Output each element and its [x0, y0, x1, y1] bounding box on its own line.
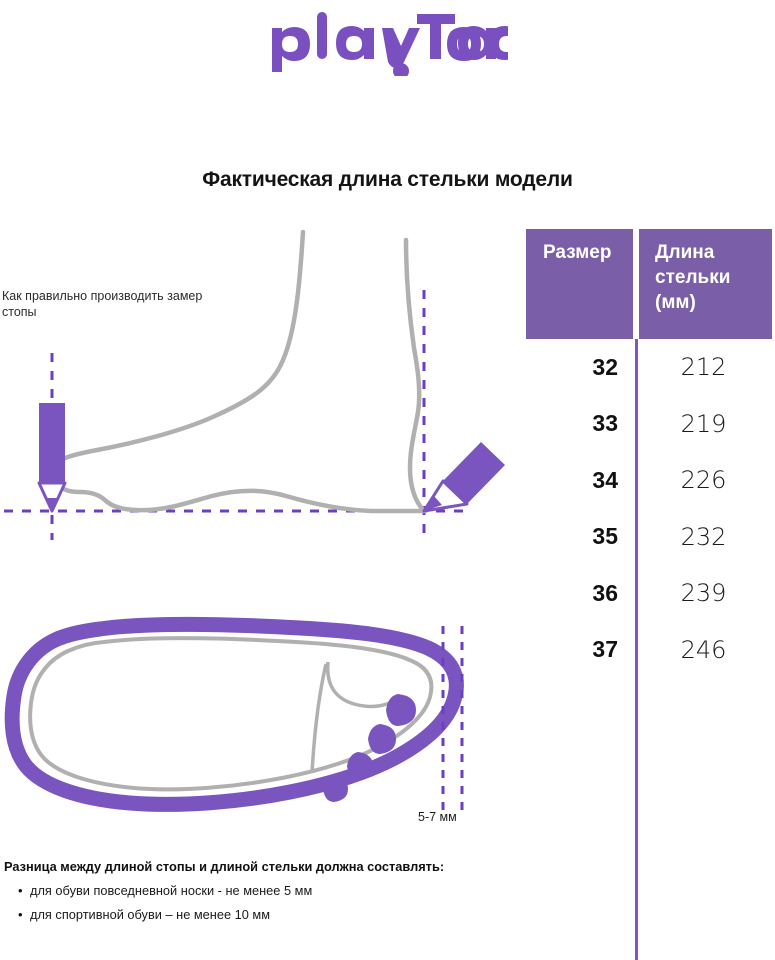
bullet-icon: •	[18, 907, 23, 922]
bullet-icon: •	[18, 883, 23, 898]
cell-length: 226	[680, 466, 727, 495]
table-row: 37 246	[526, 622, 772, 679]
list-item: • для обуви повседневной носки - не мене…	[4, 882, 514, 899]
cell-length: 232	[680, 522, 727, 551]
pencil-left-icon	[37, 403, 67, 513]
cell-length: 219	[680, 409, 727, 438]
table-row: 32 212	[526, 339, 772, 396]
foot-top-outline	[57, 229, 306, 464]
gap-dimension-label: 5-7 мм	[418, 810, 457, 824]
table-row: 34 226	[526, 452, 772, 509]
cell-size: 34	[592, 466, 618, 493]
table-header-row: Размер Длина стельки (мм)	[526, 229, 772, 339]
measure-instruction-note: Как правильно производить замер стопы	[2, 289, 203, 319]
list-item-label: для спортивной обуви – не менее 10 мм	[30, 907, 271, 922]
table-header-gap	[633, 229, 639, 339]
table-column-divider	[635, 339, 638, 960]
foot-side-view-diagram	[4, 229, 505, 540]
table-row: 35 232	[526, 509, 772, 566]
toe-bumps	[323, 694, 416, 802]
insole-outline	[4, 616, 464, 812]
footer-heading: Разница между длиной стопы и длиной стел…	[4, 859, 445, 874]
table-header-size: Размер	[526, 229, 633, 339]
table-row: 36 239	[526, 565, 772, 622]
cell-length: 239	[680, 579, 727, 608]
cell-length: 246	[680, 635, 727, 664]
measurement-guide-lines	[4, 290, 470, 540]
page-title: Фактическая длина стельки модели	[202, 168, 573, 191]
cell-size: 36	[592, 579, 618, 606]
table-row: 33 219	[526, 396, 772, 453]
cell-size: 37	[592, 636, 618, 663]
table-header-length: Длина стельки (мм)	[639, 229, 772, 339]
brand-logo	[0, 10, 775, 81]
foot-heel-outline	[403, 237, 427, 514]
cell-size: 32	[592, 353, 618, 380]
cell-size: 35	[592, 523, 618, 550]
playtoday-logo-icon	[271, 12, 508, 76]
size-chart-table: Размер Длина стельки (мм) 32 212 33 219 …	[526, 229, 772, 664]
foot-sole-inner-outline	[28, 636, 434, 792]
list-item-label: для обуви повседневной носки - не менее …	[30, 883, 313, 898]
pencil-right-icon	[422, 442, 505, 513]
foot-sole-outline	[53, 458, 427, 514]
table-body: 32 212 33 219 34 226 35 232 36 239 37 24…	[526, 339, 772, 678]
cell-size: 33	[592, 410, 618, 437]
footer-notes: Разница между длиной стопы и длиной стел…	[4, 858, 514, 923]
list-item: • для спортивной обуви – не менее 10 мм	[4, 906, 514, 923]
cell-length: 212	[680, 353, 727, 382]
insole-top-view-diagram	[4, 616, 464, 813]
